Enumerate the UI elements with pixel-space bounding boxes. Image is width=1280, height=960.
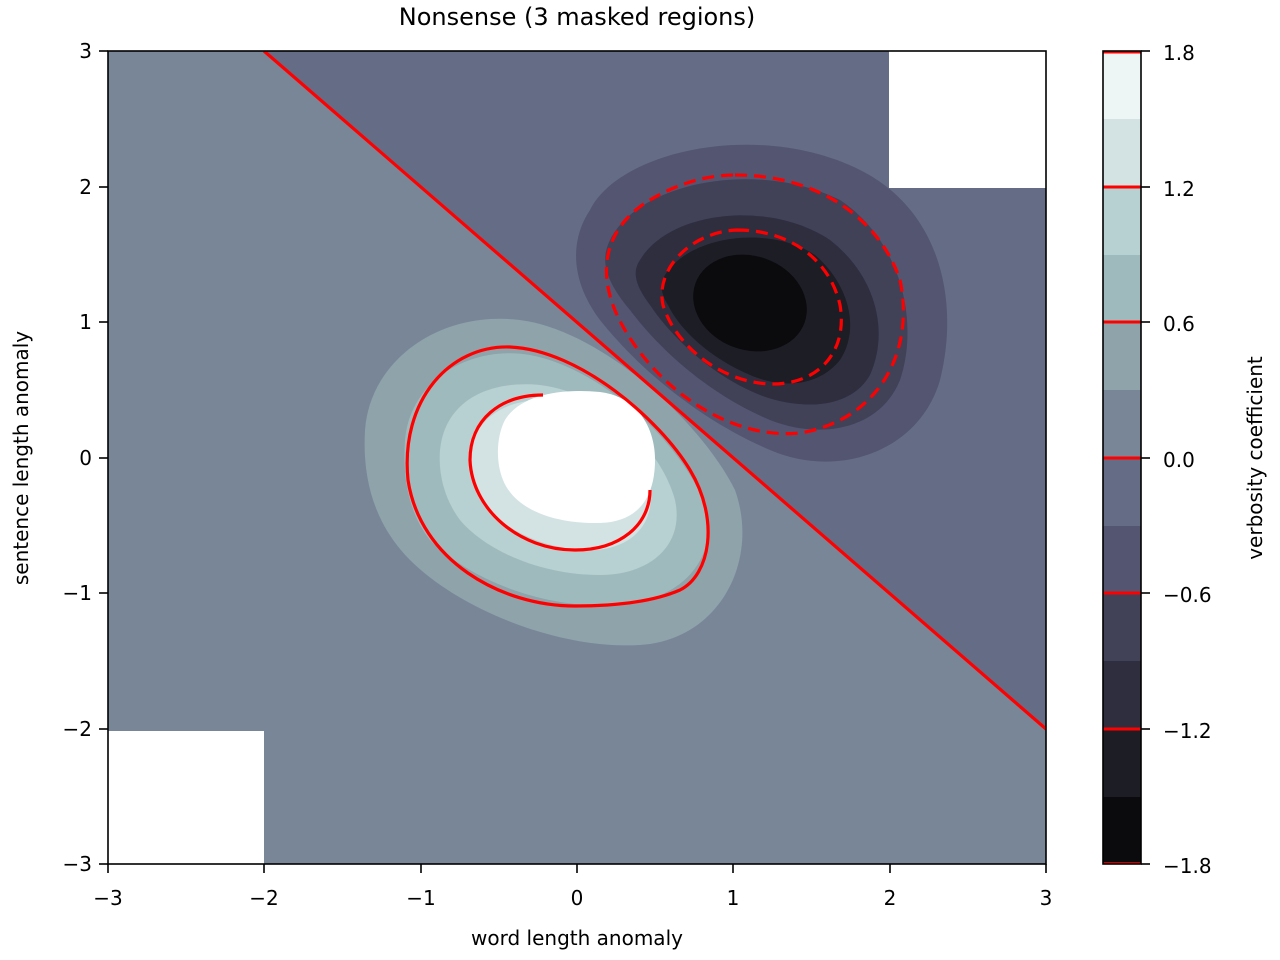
y-tick-label: −2 <box>63 717 92 741</box>
x-tick-label: −2 <box>249 886 278 910</box>
x-tick-label: 1 <box>727 886 740 910</box>
colorbar-tick-label: 0.0 <box>1163 448 1195 472</box>
x-tick-label: −3 <box>93 886 122 910</box>
contour-line-1.2 <box>468 393 652 552</box>
colorbar-tick-label: 1.8 <box>1163 41 1195 65</box>
colorbar-contour-markers <box>1103 50 1141 864</box>
colorbar-label: verbosity coefficient <box>1243 356 1267 560</box>
y-tick-label: 3 <box>79 39 92 63</box>
colorbar-tick-labels: 1.8 1.2 0.6 0.0 −0.6 −1.2 −1.8 <box>1163 41 1212 878</box>
y-tick-label: −1 <box>63 581 92 605</box>
y-axis-label: sentence length anomaly <box>9 331 33 585</box>
chart-title: Nonsense (3 masked regions) <box>398 3 756 31</box>
y-tick-label: −3 <box>63 852 92 876</box>
x-tick-label: −1 <box>406 886 435 910</box>
y-tick-label: 2 <box>79 175 92 199</box>
x-tick-label: 2 <box>884 886 897 910</box>
colorbar-tick-label: −1.8 <box>1163 854 1212 878</box>
y-axis-tick-labels: 3 2 1 0 −1 −2 −3 <box>63 39 92 876</box>
contour-line-0.0 <box>262 51 1046 731</box>
colorbar: 1.8 1.2 0.6 0.0 −0.6 −1.2 −1.8 verbosity… <box>1102 41 1267 878</box>
masked-top-right-region <box>889 51 1046 188</box>
contour-lines <box>262 51 1046 731</box>
masked-bottom-left-region <box>108 731 264 864</box>
x-axis-tick-labels: −3 −2 −1 0 1 2 3 <box>93 886 1052 910</box>
contour-line-0.6 <box>405 345 710 608</box>
filled-contours <box>108 51 1046 864</box>
y-tick-label: 1 <box>79 310 92 334</box>
x-axis-label: word length anomaly <box>471 926 683 950</box>
band-neg1.8 <box>693 254 807 352</box>
colorbar-tick-label: 0.6 <box>1163 312 1195 336</box>
y-axis-ticks <box>99 50 108 865</box>
x-axis-ticks <box>107 864 1047 873</box>
colorbar-tick-label: −1.2 <box>1163 719 1212 743</box>
x-tick-label: 3 <box>1040 886 1053 910</box>
colorbar-ticks <box>1141 50 1150 865</box>
colorbar-tick-label: 1.2 <box>1163 177 1195 201</box>
y-tick-label: 0 <box>79 446 92 470</box>
x-tick-label: 0 <box>571 886 584 910</box>
masked-center-region <box>497 390 655 524</box>
colorbar-tick-label: −0.6 <box>1163 583 1212 607</box>
contour-line-neg0.6 <box>604 173 905 436</box>
